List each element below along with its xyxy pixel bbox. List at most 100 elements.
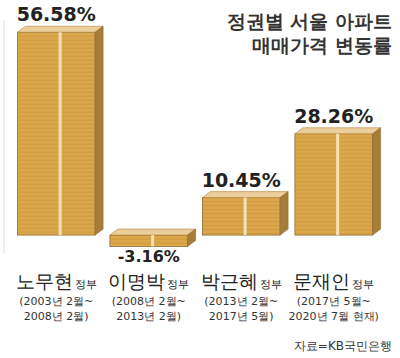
- bar-side: [280, 192, 288, 235]
- bar-texture: [296, 205, 372, 206]
- bar: [110, 235, 188, 246]
- period-label: (2003년 2월~: [19, 295, 93, 308]
- bar-texture: [18, 228, 94, 229]
- bar-texture: [18, 88, 94, 89]
- bar-texture: [203, 233, 279, 234]
- bar-texture: [18, 144, 94, 145]
- bar-texture: [18, 112, 94, 113]
- bar-texture: [296, 157, 372, 158]
- bar-texture: [296, 209, 372, 210]
- bar-texture: [18, 104, 94, 105]
- bar-texture: [18, 212, 94, 213]
- data-label: -3.16%: [118, 247, 180, 266]
- bar-texture: [18, 36, 94, 37]
- bar-strap: [59, 32, 62, 235]
- data-label: 56.58%: [17, 3, 96, 25]
- bar-texture: [18, 184, 94, 185]
- bar-texture: [296, 217, 372, 218]
- bar-texture: [18, 56, 94, 57]
- bar-texture: [296, 181, 372, 182]
- bar-texture: [18, 40, 94, 41]
- bar: [202, 198, 280, 235]
- bar-texture: [18, 132, 94, 133]
- bar-texture: [18, 92, 94, 93]
- bar-top: [295, 128, 381, 134]
- bar-texture: [18, 208, 94, 209]
- source: 자료=KB국민은행: [294, 339, 392, 353]
- bar-texture: [203, 229, 279, 230]
- bar-texture: [18, 108, 94, 109]
- bar-texture: [18, 196, 94, 197]
- period-label: (2013년 2월~: [204, 295, 278, 308]
- bar-texture: [296, 189, 372, 190]
- bar-texture: [296, 201, 372, 202]
- bar-texture: [18, 192, 94, 193]
- bar-texture: [203, 225, 279, 226]
- bar-texture: [18, 128, 94, 129]
- bar-texture: [18, 84, 94, 85]
- bar-texture: [203, 201, 279, 202]
- bar-strap: [244, 198, 247, 235]
- bar-texture: [296, 185, 372, 186]
- bar-top: [17, 26, 103, 32]
- bar-texture: [18, 204, 94, 205]
- bar-texture: [18, 188, 94, 189]
- bar-texture: [296, 177, 372, 178]
- bar-texture: [296, 169, 372, 170]
- bar-texture: [296, 229, 372, 230]
- category-label: 박근혜정부: [201, 270, 282, 292]
- bar-top: [202, 192, 288, 198]
- bar-texture: [18, 176, 94, 177]
- category-label: 문재인정부: [293, 270, 374, 292]
- bar-texture: [296, 197, 372, 198]
- bar-group: [295, 128, 381, 235]
- bar-texture: [203, 221, 279, 222]
- value-axis: [4, 20, 5, 253]
- bar-strap: [151, 235, 154, 246]
- chart-svg: 정권별 서울 아파트매매가격 변동률 56.58% -3.16% 10.45% 28.2…: [0, 0, 400, 358]
- period-label: (2008년 2월~: [112, 295, 186, 308]
- bar-texture: [18, 156, 94, 157]
- bar-texture: [111, 243, 187, 244]
- bar: [17, 32, 95, 235]
- bar-texture: [18, 136, 94, 137]
- bar-texture: [18, 96, 94, 97]
- data-label: 28.26%: [294, 105, 373, 127]
- bar-texture: [296, 145, 372, 146]
- bar-side: [373, 128, 381, 235]
- bar-texture: [18, 100, 94, 101]
- bar-texture: [18, 200, 94, 201]
- bar-group: [110, 229, 196, 246]
- bar-texture: [18, 80, 94, 81]
- bar-texture: [18, 164, 94, 165]
- bar-texture: [203, 209, 279, 210]
- bar-texture: [203, 213, 279, 214]
- data-label: 10.45%: [202, 169, 281, 191]
- bar-group: [17, 26, 103, 235]
- bar-strap: [336, 134, 339, 235]
- bar: [295, 134, 373, 235]
- bar-group: [202, 192, 288, 235]
- bar-texture: [18, 44, 94, 45]
- bar-texture: [111, 239, 187, 240]
- bar-texture: [18, 116, 94, 117]
- bar-texture: [296, 137, 372, 138]
- title: 정권별 서울 아파트매매가격 변동률: [227, 10, 392, 56]
- bar-texture: [296, 141, 372, 142]
- bar-texture: [18, 180, 94, 181]
- bar-texture: [18, 148, 94, 149]
- period-label: 2020년 7월 현재): [289, 310, 379, 323]
- bar-texture: [296, 153, 372, 154]
- bar-side: [95, 26, 103, 235]
- bar-texture: [18, 76, 94, 77]
- bar-texture: [296, 213, 372, 214]
- bar-texture: [18, 124, 94, 125]
- bar-texture: [203, 205, 279, 206]
- bar-texture: [18, 168, 94, 169]
- bar-texture: [296, 193, 372, 194]
- bar-texture: [18, 72, 94, 73]
- bar-texture: [18, 232, 94, 233]
- bar-texture: [18, 52, 94, 53]
- bar-side: [188, 229, 196, 246]
- bars: [17, 26, 380, 246]
